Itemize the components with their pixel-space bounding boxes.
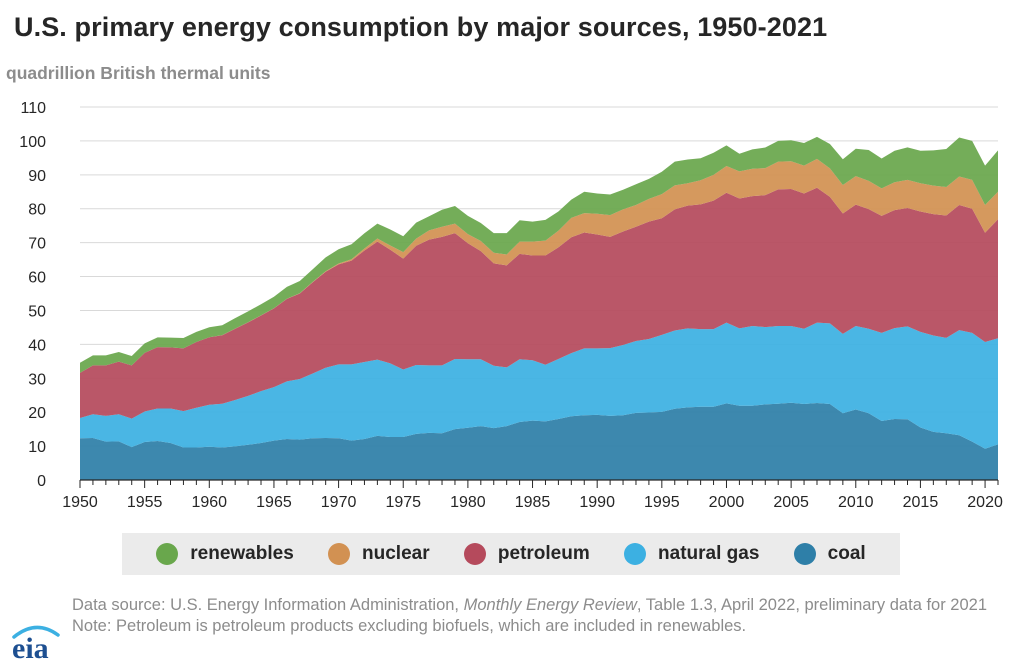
- area-renewables: [80, 136, 998, 373]
- x-tick-label-1965: 1965: [256, 494, 292, 511]
- y-tick-label-70: 70: [28, 236, 46, 253]
- x-tick-label-1970: 1970: [321, 494, 357, 511]
- x-tick-label-1985: 1985: [515, 494, 551, 511]
- legend-label-petroleum: petroleum: [497, 543, 590, 564]
- x-tick-label-2010: 2010: [838, 494, 874, 511]
- x-tick-label-1980: 1980: [450, 494, 486, 511]
- x-tick-label-1975: 1975: [385, 494, 421, 511]
- x-tick-label-2000: 2000: [709, 494, 745, 511]
- x-tick-label-1955: 1955: [127, 494, 163, 511]
- area-natural-gas: [80, 322, 998, 449]
- area-nuclear: [80, 158, 998, 373]
- chart-title: U.S. primary energy consumption by major…: [14, 12, 828, 42]
- x-tick-label-2015: 2015: [903, 494, 939, 511]
- legend-label-renewables: renewables: [190, 543, 294, 564]
- legend-marker-renewables: [156, 543, 179, 565]
- y-tick-label-10: 10: [28, 439, 46, 456]
- legend-label-natural-gas: natural gas: [658, 543, 760, 564]
- y-tick-label-0: 0: [37, 473, 46, 490]
- y-tick-label-80: 80: [28, 202, 46, 219]
- y-tick-label-60: 60: [28, 270, 46, 287]
- x-tick-label-1990: 1990: [579, 494, 615, 511]
- x-tick-label-1950: 1950: [62, 494, 98, 511]
- y-tick-label-50: 50: [28, 303, 46, 320]
- legend-marker-nuclear: [328, 543, 351, 565]
- y-tick-label-100: 100: [19, 134, 46, 151]
- legend-label-nuclear: nuclear: [362, 543, 430, 564]
- area-petroleum: [80, 187, 998, 419]
- x-tick-label-1995: 1995: [644, 494, 680, 511]
- svg-text:eia: eia: [12, 632, 49, 663]
- stacked-area-chart: 0 10 20 30 40 50 60 70 80 90 100 110 1950 1955 1960 196…: [19, 100, 1003, 511]
- axes: 0 10 20 30 40 50 60 70 80 90 100 110 1950 1955 1960 196…: [19, 100, 1003, 511]
- petroleum-note: Note: Petroleum is petroleum products ex…: [72, 617, 747, 635]
- y-tick-label-30: 30: [28, 371, 46, 388]
- legend-item-nuclear: nuclear: [328, 543, 430, 565]
- legend-item-petroleum: petroleum: [463, 543, 590, 565]
- x-tick-label-2005: 2005: [773, 494, 809, 511]
- chart-subtitle: quadrillion British thermal units: [6, 63, 271, 83]
- legend-item-coal: coal: [793, 543, 866, 565]
- area-coal: [80, 402, 998, 480]
- y-tick-label-20: 20: [28, 405, 46, 422]
- data-source-note: Data source: U.S. Energy Information Adm…: [72, 596, 987, 614]
- eia-logo: eia: [12, 625, 60, 663]
- legend-item-natural-gas: natural gas: [624, 543, 759, 565]
- footer-notes: Data source: U.S. Energy Information Adm…: [72, 595, 1002, 637]
- legend: renewables nuclear petroleum natural gas…: [122, 533, 900, 575]
- x-tick-label-1960: 1960: [191, 494, 227, 511]
- x-tick-label-2020: 2020: [967, 494, 1003, 511]
- y-tick-label-90: 90: [28, 168, 46, 185]
- legend-marker-natural-gas: [624, 543, 647, 565]
- y-tick-label-40: 40: [28, 337, 46, 354]
- legend-label-coal: coal: [827, 543, 866, 564]
- legend-item-renewables: renewables: [156, 543, 294, 565]
- y-tick-label-110: 110: [20, 100, 46, 117]
- legend-marker-petroleum: [463, 543, 486, 565]
- series-areas: [80, 136, 998, 480]
- legend-marker-coal: [793, 543, 816, 565]
